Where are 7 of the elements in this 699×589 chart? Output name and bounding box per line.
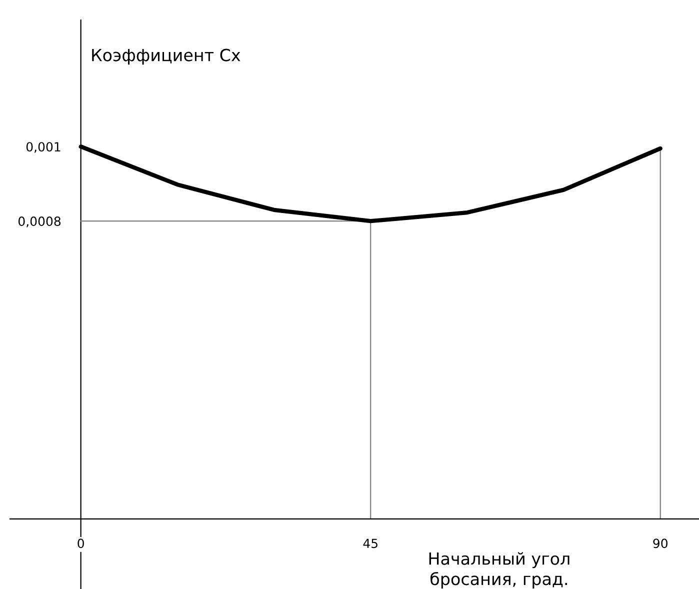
y-axis-title: Коэффициент Cx (92, 48, 240, 65)
x-tick-label: 90 (653, 538, 668, 548)
x-axis-title: Начальный угол бросания, град. (429, 552, 570, 588)
x-tick-label: 45 (363, 538, 378, 548)
y-tick-label: 0,0008 (18, 216, 61, 228)
y-tick-label: 0,001 (26, 142, 60, 153)
x-tick-label: 0 (78, 538, 84, 548)
